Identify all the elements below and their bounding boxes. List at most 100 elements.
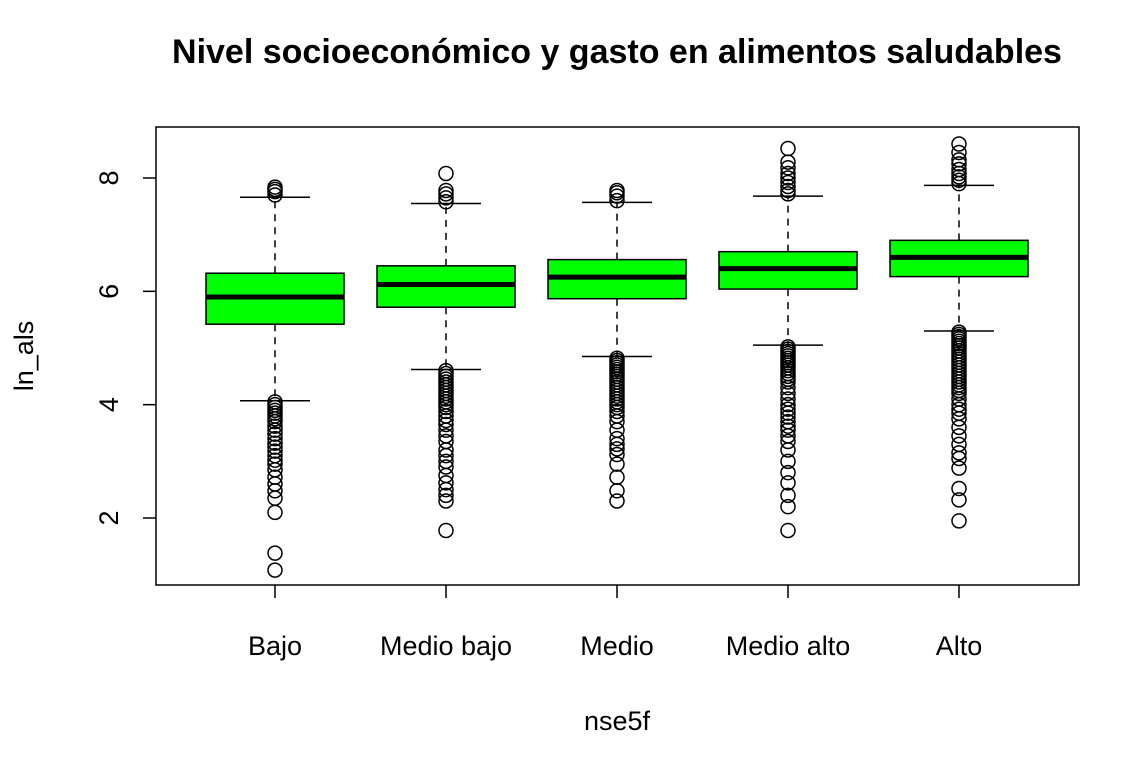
- outlier-point: [951, 436, 967, 453]
- outlier-point: [780, 182, 796, 199]
- outlier-point: [438, 182, 454, 199]
- outlier-point: [780, 385, 796, 402]
- outlier-point: [780, 422, 796, 438]
- outlier-point: [780, 379, 796, 396]
- outlier-point: [609, 192, 625, 209]
- outlier-point: [951, 156, 967, 172]
- outlier-point: [609, 403, 625, 420]
- outlier-point: [951, 385, 967, 402]
- outlier-point: [438, 487, 454, 504]
- outlier-point: [438, 186, 454, 202]
- outlier-point: [780, 522, 796, 539]
- x-axis-label: nse5f: [584, 706, 651, 736]
- outlier-point: [780, 405, 796, 421]
- outlier-point: [780, 178, 796, 195]
- outlier-point: [438, 422, 454, 438]
- outlier-point: [609, 430, 625, 447]
- outlier-point: [951, 450, 967, 467]
- y-tick-label: 2: [94, 510, 124, 525]
- outlier-point: [609, 188, 625, 204]
- outlier-point: [780, 374, 796, 390]
- outlier-point: [438, 493, 454, 509]
- outlier-point: [780, 475, 796, 491]
- outlier-point: [267, 545, 283, 561]
- y-axis-label: ln_als: [9, 321, 39, 392]
- outlier-point: [267, 443, 283, 459]
- outlier-point: [267, 483, 283, 499]
- outlier-point: [780, 186, 796, 202]
- outlier-point: [951, 460, 967, 476]
- box-group: [547, 182, 687, 509]
- y-tick-label: 8: [94, 170, 124, 185]
- outlier-point: [780, 464, 796, 481]
- outlier-point: [609, 436, 625, 453]
- outlier-point: [951, 172, 967, 189]
- outlier-point: [951, 401, 967, 417]
- outlier-point: [267, 452, 283, 468]
- outlier-point: [609, 469, 625, 485]
- y-tick-label: 6: [94, 284, 124, 299]
- outlier-point: [951, 136, 967, 152]
- outlier-point: [438, 190, 454, 206]
- outlier-point: [780, 170, 796, 186]
- outlier-point: [267, 504, 283, 521]
- outlier-point: [951, 492, 967, 508]
- outlier-point: [267, 435, 283, 451]
- outlier-point: [267, 187, 283, 203]
- x-axis: Bajo Medio bajo Medio Medio alto Alto: [248, 585, 982, 661]
- outlier-point: [267, 430, 283, 447]
- outlier-point: [951, 152, 967, 168]
- outlier-point: [780, 160, 796, 176]
- chart-title: Nivel socioeconómico y gasto en alimento…: [172, 33, 1062, 71]
- outlier-point: [438, 459, 454, 475]
- outlier-point: [609, 493, 625, 509]
- outlier-point: [267, 179, 283, 195]
- outlier-point: [267, 426, 283, 442]
- outlier-point: [267, 562, 283, 578]
- outlier-point: [951, 513, 967, 529]
- outlier-point: [780, 409, 796, 425]
- box-group: [376, 165, 516, 539]
- outlier-point: [609, 413, 625, 430]
- outlier-point: [951, 144, 967, 161]
- outlier-point: [780, 140, 796, 157]
- outlier-point: [267, 456, 283, 472]
- outlier-point: [609, 483, 625, 499]
- outlier-point: [951, 161, 967, 178]
- outlier-point: [780, 165, 796, 182]
- box-group: [205, 179, 345, 578]
- outlier-point: [951, 419, 967, 436]
- outlier-point: [780, 401, 796, 417]
- outlier-point: [267, 422, 283, 438]
- x-tick-label: Bajo: [248, 631, 302, 661]
- outlier-point: [951, 480, 967, 497]
- outlier-point: [438, 165, 454, 182]
- outlier-point: [780, 418, 796, 434]
- outlier-point: [267, 418, 283, 434]
- outlier-point: [438, 481, 454, 498]
- outlier-point: [780, 487, 796, 504]
- outlier-point: [951, 445, 967, 461]
- box-group: [889, 136, 1029, 529]
- x-tick-label: Medio: [580, 631, 654, 661]
- outlier-point: [609, 446, 625, 463]
- outlier-point: [609, 182, 625, 199]
- boxes-layer: [205, 136, 1029, 578]
- outlier-point: [438, 403, 454, 420]
- outlier-point: [780, 442, 796, 458]
- outlier-point: [951, 411, 967, 427]
- outlier-point: [438, 475, 454, 491]
- outlier-point: [438, 412, 454, 429]
- outlier-point: [438, 194, 454, 210]
- outlier-point: [609, 422, 625, 438]
- x-tick-label: Alto: [936, 631, 983, 661]
- outlier-point: [267, 413, 283, 430]
- outlier-point: [438, 447, 454, 464]
- outlier-point: [438, 442, 454, 458]
- outlier-point: [951, 428, 967, 444]
- outlier-point: [267, 439, 283, 455]
- outlier-point: [438, 399, 454, 416]
- outlier-point: [780, 433, 796, 450]
- outlier-point: [438, 416, 454, 433]
